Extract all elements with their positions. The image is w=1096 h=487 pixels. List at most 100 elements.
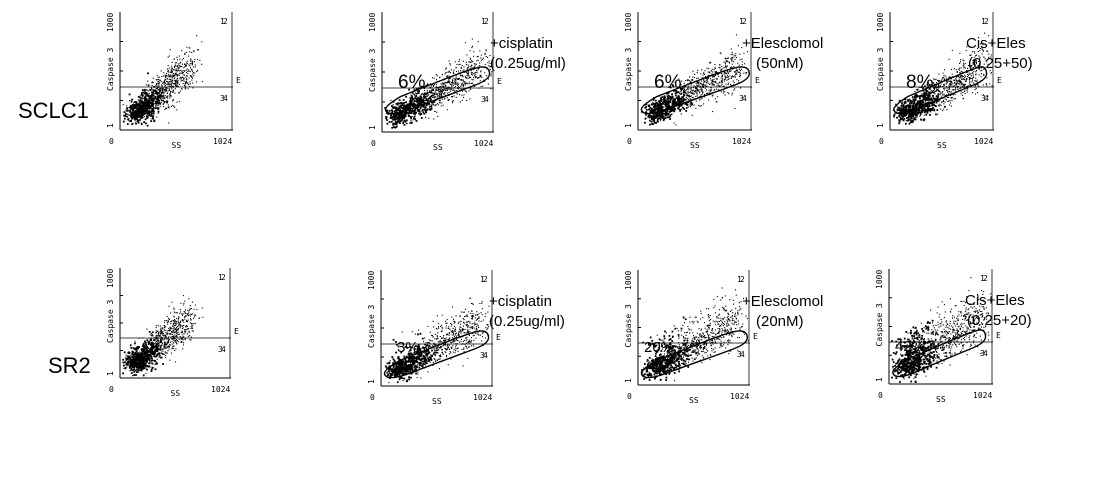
scatter-point	[186, 82, 188, 84]
scatter-point	[421, 98, 424, 101]
scatter-point	[175, 74, 177, 76]
scatter-point	[892, 109, 894, 111]
scatter-point	[721, 75, 723, 77]
scatter-point	[663, 98, 666, 101]
scatter-point	[951, 96, 953, 98]
scatter-point	[396, 103, 399, 106]
scatter-point	[402, 117, 404, 119]
scatter-point	[931, 99, 933, 102]
scatter-point	[443, 83, 445, 85]
scatter-point	[424, 96, 426, 98]
scatter-point	[157, 76, 159, 78]
scatter-point	[156, 347, 158, 349]
scatter-point	[441, 95, 443, 97]
scatter-point	[401, 109, 403, 112]
scatter-point	[396, 118, 399, 120]
scatter-point	[191, 75, 193, 77]
scatter-point	[972, 92, 974, 94]
scatter-point	[461, 94, 463, 96]
scatter-point	[178, 70, 180, 72]
scatter-point	[462, 60, 464, 62]
scatter-point	[471, 73, 473, 75]
scatter-point	[158, 95, 161, 98]
scatter-point	[973, 62, 975, 64]
scatter-point	[435, 93, 437, 95]
scatter-point	[959, 62, 961, 64]
scatter-point	[977, 65, 979, 67]
quadrant-label-4: 4	[984, 94, 989, 103]
scatter-point	[715, 70, 717, 72]
scatter-point	[675, 124, 677, 126]
scatter-point	[447, 88, 449, 90]
scatter-point	[677, 95, 679, 97]
scatter-point	[185, 76, 187, 78]
scatter-point	[467, 73, 469, 75]
scatter-point	[919, 97, 921, 100]
scatter-point	[186, 63, 188, 65]
scatter-point	[660, 120, 662, 122]
scatter-point	[673, 102, 675, 104]
scatter-point	[900, 107, 903, 110]
scatter-point	[426, 90, 428, 92]
scatter-point	[904, 106, 906, 109]
x-max-label: 1024	[732, 137, 751, 146]
scatter-point	[929, 109, 932, 112]
scatter-point	[167, 65, 169, 67]
scatter-point	[167, 83, 169, 85]
scatter-point	[404, 107, 406, 109]
scatter-point	[164, 95, 166, 97]
scatter-point	[684, 103, 687, 105]
scatter-point	[927, 82, 929, 84]
scatter-point	[432, 104, 434, 106]
scatter-point	[728, 93, 730, 95]
scatter-point	[444, 73, 446, 75]
scatter-point	[157, 79, 159, 81]
scatter-point	[920, 107, 922, 109]
scatter-point	[921, 110, 923, 112]
scatter-point	[399, 114, 401, 117]
scatter-point	[709, 86, 711, 88]
scatter-point	[418, 99, 420, 101]
scatter-point	[724, 62, 726, 64]
scatter-point	[941, 92, 943, 94]
scatter-point	[152, 335, 154, 337]
scatter-point	[676, 91, 679, 93]
scatter-point	[650, 109, 653, 112]
scatter-point	[930, 91, 933, 94]
scatter-point	[476, 72, 478, 74]
scatter-point	[690, 88, 692, 90]
scatter-point	[712, 94, 714, 96]
scatter-point	[153, 342, 155, 344]
scatter-point	[919, 96, 921, 98]
scatter-point	[463, 66, 465, 68]
scatter-point	[726, 79, 728, 81]
scatter-point	[451, 88, 453, 90]
scatter-point	[448, 99, 450, 101]
scatter-point	[152, 109, 154, 111]
scatter-point	[675, 97, 677, 99]
scatter-point	[403, 113, 406, 116]
scatter-point	[172, 99, 174, 101]
scatter-point	[139, 99, 142, 101]
scatter-point	[670, 96, 672, 98]
scatter-point	[474, 72, 476, 74]
scatter-point	[428, 102, 430, 105]
scatter-point	[473, 63, 475, 65]
scatter-point	[404, 113, 406, 115]
scatter-point	[431, 104, 433, 106]
scatter-point	[163, 75, 165, 77]
scatter-point	[669, 105, 671, 107]
scatter-point	[685, 102, 688, 105]
scatter-point	[934, 93, 936, 95]
scatter-point	[490, 73, 492, 75]
scatter-point	[644, 118, 646, 120]
scatter-point	[719, 67, 721, 69]
scatter-point	[974, 52, 976, 54]
scatter-point	[192, 66, 194, 68]
scatter-point	[460, 85, 462, 87]
scatter-point	[171, 70, 173, 72]
scatter-point	[146, 113, 148, 115]
scatter-point	[170, 84, 172, 86]
scatter-point	[165, 345, 167, 347]
scatter-point	[453, 73, 455, 75]
